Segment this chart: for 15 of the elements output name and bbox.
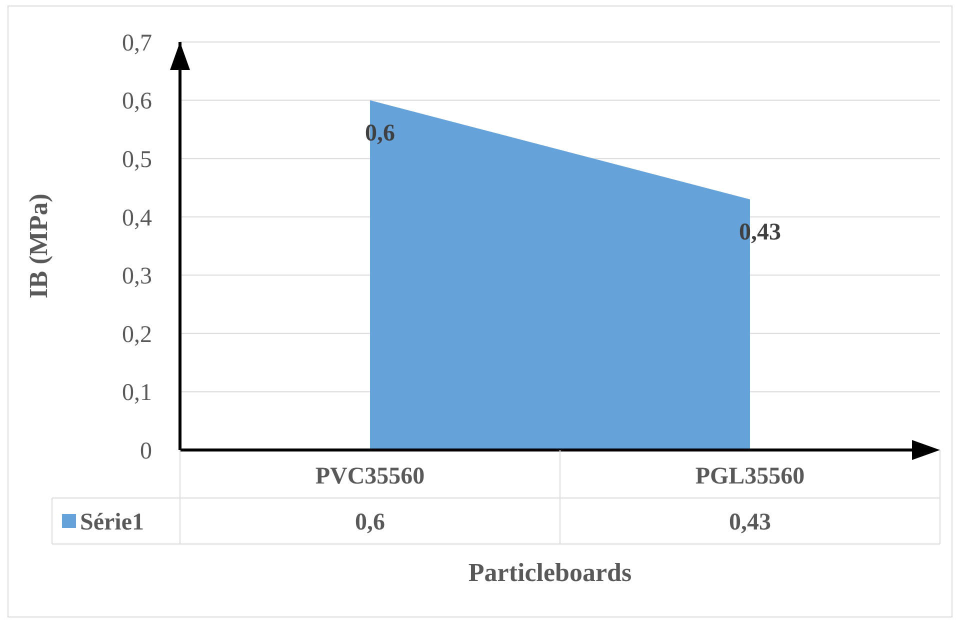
data-label: 0,43 [729,509,771,536]
y-tick-label: 0,4 [122,205,152,232]
legend-label: Série1 [80,509,144,536]
y-tick-label: 0,5 [122,146,152,173]
y-tick-label: 0,6 [122,88,152,115]
y-tick-label: 0,1 [122,380,152,406]
y-tick-label: 0 [140,438,152,464]
y-tick-label: 0,3 [122,264,152,290]
x-tick-label: PVC35560 [315,463,425,490]
data-label: 0,6 [355,509,385,536]
x-axis-title: Particleboards [468,558,632,588]
y-tick-label: 0,2 [122,322,152,348]
y-axis-title: IB (MPa) [24,194,54,298]
x-tick-label: PGL35560 [695,463,805,490]
y-tick-label: 0,7 [122,30,152,56]
